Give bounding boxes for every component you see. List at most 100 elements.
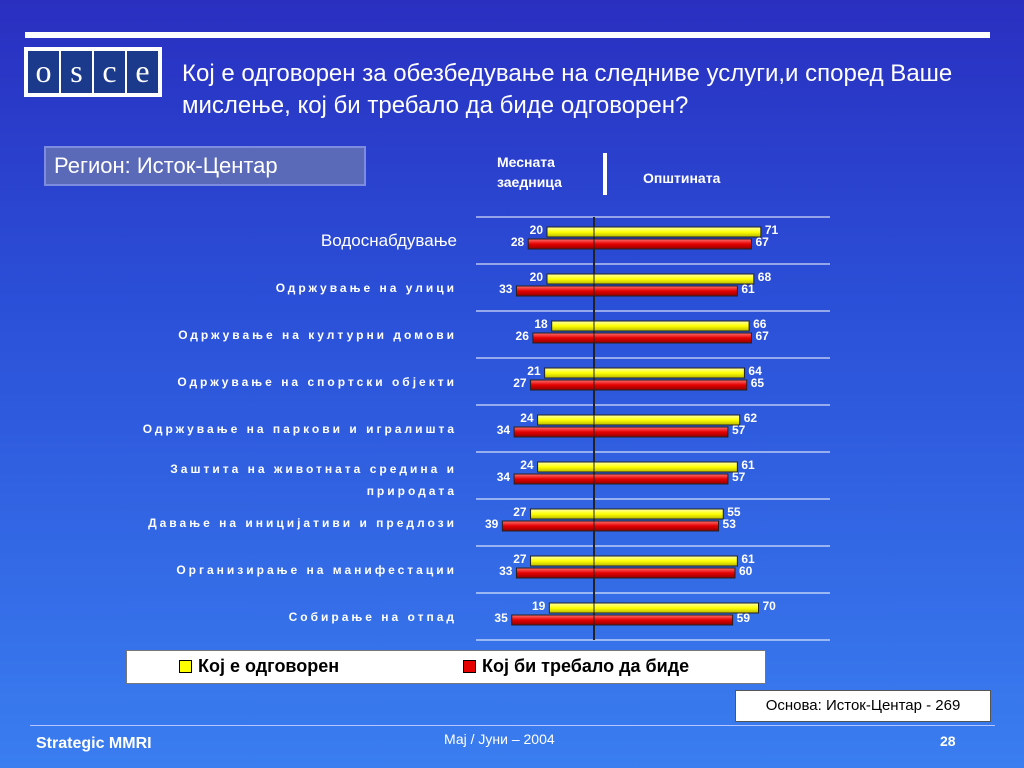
category-label: Давање на иницијативи и предлози	[148, 515, 457, 530]
data-label-municipality: 57	[732, 470, 746, 484]
footer-brand: Strategic MMRI	[36, 735, 152, 752]
data-label-municipality: 60	[739, 564, 753, 578]
data-label-local: 33	[499, 282, 513, 296]
bar-local	[546, 226, 595, 238]
bar-municipality	[593, 332, 752, 344]
bar-local	[530, 379, 595, 391]
data-label-local: 26	[516, 329, 530, 343]
data-label-local: 28	[511, 235, 525, 249]
data-label-local: 21	[527, 364, 541, 378]
data-label-municipality: 61	[741, 552, 755, 566]
bar-municipality	[593, 226, 762, 238]
data-label-municipality: 61	[741, 458, 755, 472]
bar-municipality	[593, 426, 729, 438]
bar-municipality	[593, 567, 736, 579]
data-label-local: 27	[513, 505, 527, 519]
bar-municipality	[593, 379, 748, 391]
side-label-local: Месната заедница	[497, 154, 562, 190]
category-label: Одржување на паркови и игралишта	[142, 421, 457, 436]
category-label: Водоснабдување	[320, 230, 457, 250]
data-label-local: 20	[530, 270, 544, 284]
logo-letter: o	[28, 51, 61, 93]
data-label-municipality: 62	[744, 411, 758, 425]
data-label-local: 39	[485, 517, 499, 531]
bar-local	[548, 602, 595, 614]
bar-local	[515, 567, 595, 579]
legend-swatch-yellow	[179, 660, 192, 673]
sample-base: Основа: Исток-Центар - 269	[735, 690, 991, 722]
data-label-municipality: 67	[755, 235, 769, 249]
bar-local	[537, 461, 595, 473]
data-label-local: 34	[497, 423, 511, 437]
side-label-municipality: Општината	[643, 170, 721, 186]
logo-letter: c	[94, 51, 127, 93]
bar-local	[513, 426, 595, 438]
bar-municipality	[593, 367, 745, 379]
bar-local	[532, 332, 595, 344]
side-separator	[603, 153, 607, 195]
category-label: Одржување на улици	[275, 280, 457, 295]
category-label: Заштита на животната средина и природата	[170, 461, 457, 498]
data-label-local: 35	[494, 611, 508, 625]
logo-letter: e	[135, 53, 150, 89]
bar-local	[530, 555, 595, 567]
bar-local	[515, 285, 595, 297]
osce-logo: o s c e	[24, 47, 162, 97]
page-number: 28	[940, 733, 956, 749]
bar-municipality	[593, 602, 759, 614]
legend-item-responsible: Кој е одговорен	[179, 656, 339, 677]
slide-title: Кој е одговорен за обезбедување на следн…	[182, 60, 953, 119]
data-label-local: 34	[497, 470, 511, 484]
data-label-municipality: 59	[737, 611, 751, 625]
bar-local	[511, 614, 595, 626]
data-label-municipality: 70	[763, 599, 777, 613]
bar-municipality	[593, 285, 738, 297]
data-label-municipality: 55	[727, 505, 741, 519]
bar-local	[551, 320, 595, 332]
bar-municipality	[593, 520, 720, 532]
data-label-local: 24	[520, 411, 534, 425]
bar-local	[527, 238, 595, 250]
category-label: Одржување на културни домови	[178, 327, 457, 342]
bar-municipality	[593, 238, 752, 250]
data-label-local: 27	[513, 552, 527, 566]
category-label: Организирање на манифестации	[176, 562, 457, 577]
data-label-municipality: 66	[753, 317, 767, 331]
top-divider	[25, 32, 990, 38]
data-label-municipality: 57	[732, 423, 746, 437]
data-label-local: 19	[532, 599, 546, 613]
footer-divider	[30, 725, 995, 726]
bar-municipality	[593, 508, 724, 520]
legend-swatch-red	[463, 660, 476, 673]
legend-label: Кој би требало да биде	[482, 656, 690, 676]
category-label: Собирање на отпад	[288, 609, 457, 624]
data-label-municipality: 67	[755, 329, 769, 343]
region-label: Регион: Исток-Центар	[44, 146, 366, 186]
bar-local	[544, 367, 595, 379]
data-label-municipality: 68	[758, 270, 772, 284]
data-label-municipality: 53	[723, 517, 737, 531]
data-label-local: 27	[513, 376, 527, 390]
bar-municipality	[593, 614, 734, 626]
bar-municipality	[593, 320, 750, 332]
legend-label: Кој е одговорен	[198, 656, 340, 676]
bar-municipality	[593, 473, 729, 485]
bar-local	[513, 473, 595, 485]
bar-municipality	[593, 273, 755, 285]
bar-local	[537, 414, 595, 426]
bar-municipality	[593, 414, 741, 426]
bar-municipality	[593, 461, 738, 473]
data-label-municipality: 61	[741, 282, 755, 296]
chart-legend: Кој е одговорен Кој би требало да биде	[126, 650, 766, 684]
data-label-local: 20	[530, 223, 544, 237]
legend-item-should-be: Кој би требало да биде	[463, 656, 689, 677]
data-label-municipality: 71	[765, 223, 779, 237]
data-label-local: 18	[534, 317, 548, 331]
data-label-municipality: 65	[751, 376, 765, 390]
category-label: Одржување на спортски објекти	[177, 374, 457, 389]
bar-local	[530, 508, 595, 520]
data-label-municipality: 64	[748, 364, 762, 378]
logo-letter: s	[61, 51, 94, 93]
footer-date: Мај / Јуни – 2004	[444, 731, 555, 747]
bar-municipality	[593, 555, 738, 567]
